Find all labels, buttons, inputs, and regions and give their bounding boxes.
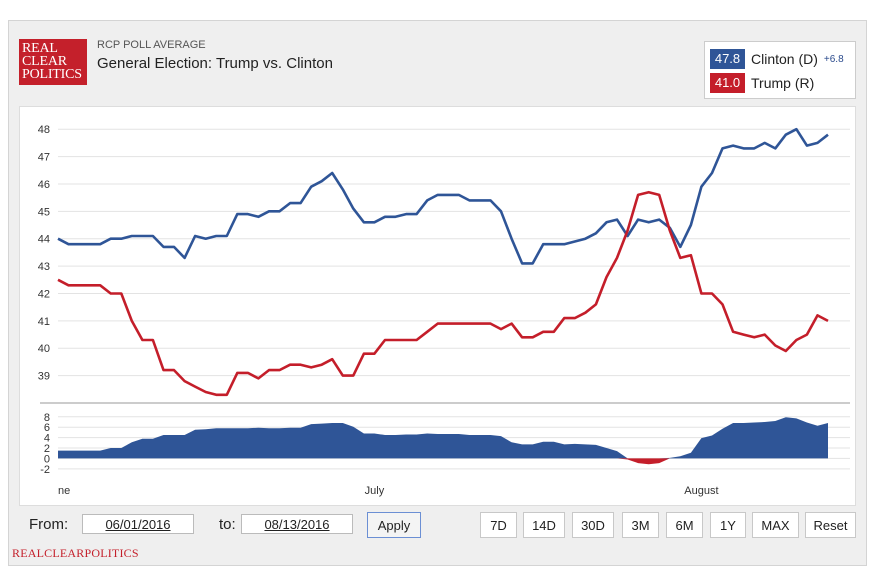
y-tick-label: 41: [38, 316, 50, 328]
y-tick-label: 44: [38, 234, 50, 246]
to-date-input[interactable]: [241, 514, 353, 534]
logo-line-3: POLITICS: [22, 67, 82, 82]
logo-line-2: CLEAR: [22, 54, 67, 69]
spread-tick-label: -2: [40, 464, 50, 476]
chart-widget: REAL CLEAR POLITICS RCP POLL AVERAGE Gen…: [8, 20, 867, 566]
logo-line-1: REAL: [22, 41, 58, 56]
chart-title: General Election: Trump vs. Clinton: [97, 55, 333, 72]
series-line-clinton-d: [57, 127, 829, 265]
range-3m-button[interactable]: 3M: [622, 512, 659, 538]
y-tick-label: 46: [38, 179, 50, 191]
rcp-logo[interactable]: REAL CLEAR POLITICS: [19, 39, 87, 85]
y-tick-label: 48: [38, 124, 50, 136]
x-tick-label: July: [365, 485, 385, 497]
spread-area-positive: [58, 417, 828, 459]
y-tick-label: 39: [38, 371, 50, 383]
trump-value-badge: 41.0: [710, 73, 745, 93]
plot-area[interactable]: 39 40 41 42 43 44 45 46 47 48 -2 0 2 4 6 8 ne July August: [19, 106, 856, 506]
spread-area-negative: [58, 458, 828, 465]
y-tick-label: 40: [38, 343, 50, 355]
range-max-button[interactable]: MAX: [752, 512, 799, 538]
y-tick-label: 43: [38, 261, 50, 273]
trump-label: Trump (R): [751, 75, 815, 91]
clinton-spread: +6.8: [823, 53, 844, 65]
to-label: to:: [219, 516, 236, 533]
y-tick-label: 42: [38, 288, 50, 300]
series-line-trump-r: [57, 190, 829, 397]
spread-tick-label: 0: [44, 453, 50, 465]
footer-brand: REALCLEARPOLITICS: [12, 546, 139, 560]
legend-item-clinton[interactable]: 47.8 Clinton (D) +6.8: [710, 49, 844, 69]
y-tick-label: 45: [38, 206, 50, 218]
reset-button[interactable]: Reset: [805, 512, 856, 538]
spread-tick-label: 6: [44, 422, 50, 434]
x-tick-label: ne: [58, 485, 70, 497]
chart-header: REAL CLEAR POLITICS RCP POLL AVERAGE Gen…: [19, 21, 856, 105]
clinton-label: Clinton (D): [751, 51, 818, 67]
y-tick-label: 47: [38, 152, 50, 164]
spread-tick-label: 4: [44, 433, 50, 445]
range-6m-button[interactable]: 6M: [666, 512, 703, 538]
spread-tick-label: 8: [44, 412, 50, 424]
range-7d-button[interactable]: 7D: [480, 512, 517, 538]
chart-kicker: RCP POLL AVERAGE: [97, 39, 206, 51]
from-date-input[interactable]: [82, 514, 194, 534]
legend: 47.8 Clinton (D) +6.8 41.0 Trump (R): [704, 41, 856, 99]
clinton-value-badge: 47.8: [710, 49, 745, 69]
range-14d-button[interactable]: 14D: [523, 512, 565, 538]
spread-tick-label: 2: [44, 443, 50, 455]
from-label: From:: [29, 516, 69, 533]
legend-item-trump[interactable]: 41.0 Trump (R): [710, 73, 814, 93]
range-30d-button[interactable]: 30D: [572, 512, 614, 538]
range-controls: From: to: Apply 7D 14D 30D 3M 6M 1Y MAX …: [19, 508, 856, 540]
x-tick-label: August: [684, 485, 718, 497]
apply-button[interactable]: Apply: [367, 512, 421, 538]
range-1y-button[interactable]: 1Y: [710, 512, 746, 538]
